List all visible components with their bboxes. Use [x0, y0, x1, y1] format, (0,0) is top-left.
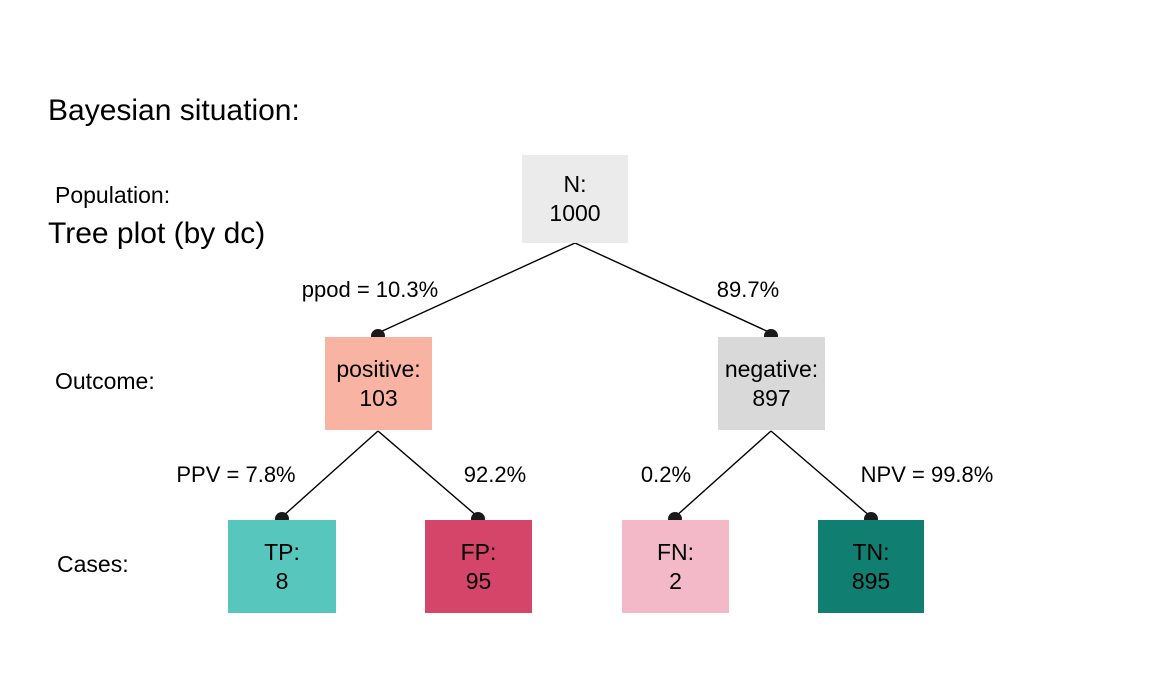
edge-label-one-minus-ppv: 92.2% — [463, 462, 527, 487]
node-case-fn: FN: 2 — [622, 520, 729, 613]
row-label-cases: Cases: — [57, 551, 129, 577]
node-label: FN: — [656, 538, 695, 565]
edge-label-ppod: ppod = 10.3% — [301, 277, 439, 302]
node-case-tn: TN: 895 — [818, 520, 924, 613]
node-population-n: N: 1000 — [522, 155, 628, 243]
node-value: 897 — [752, 384, 791, 411]
node-value: 95 — [465, 567, 492, 594]
node-value: 1000 — [549, 200, 601, 226]
edge-line-positive-tp — [281, 430, 379, 518]
node-label: N: — [563, 171, 587, 197]
plot-title-line2: Tree plot (by dc) — [48, 217, 266, 250]
row-label-outcome: Outcome: — [55, 368, 155, 394]
node-value: 103 — [359, 384, 398, 411]
edge-line-negative-tn — [770, 430, 872, 518]
node-case-tp: TP: 8 — [228, 520, 336, 613]
edge-label-npv: NPV = 99.8% — [860, 462, 994, 487]
edge-label-not-ppod: 89.7% — [716, 277, 780, 302]
row-label-population: Population: — [55, 182, 171, 208]
plot-title: Bayesian situation: Tree plot (by dc) — [48, 8, 300, 336]
node-value: 895 — [851, 567, 891, 594]
plot-title-line1: Bayesian situation: — [48, 94, 300, 127]
node-label: FP: — [460, 538, 497, 565]
node-outcome-positive: positive: 103 — [325, 337, 432, 430]
node-label: positive: — [336, 355, 421, 382]
node-label: negative: — [724, 355, 819, 382]
node-value: 8 — [275, 567, 289, 594]
node-label: TN: — [852, 538, 890, 565]
node-label: TP: — [264, 538, 300, 565]
edge-label-ppv: PPV = 7.8% — [176, 462, 296, 487]
node-outcome-negative: negative: 897 — [718, 337, 825, 430]
edge-label-one-minus-npv: 0.2% — [640, 462, 692, 487]
node-case-fp: FP: 95 — [425, 520, 532, 613]
node-value: 2 — [669, 567, 682, 594]
